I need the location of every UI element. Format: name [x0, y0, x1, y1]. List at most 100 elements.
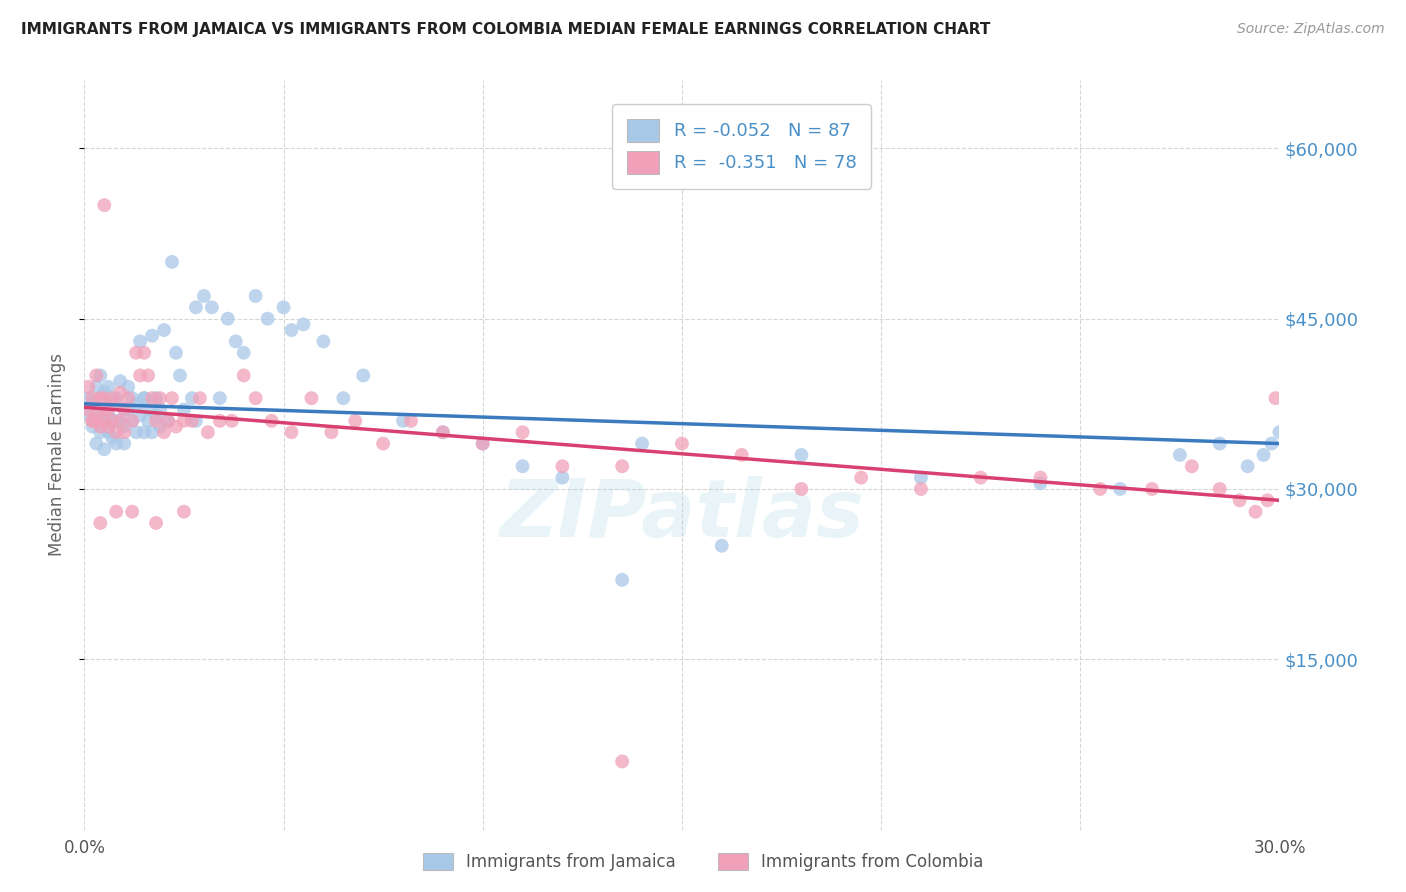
Legend: R = -0.052   N = 87, R =  -0.351   N = 78: R = -0.052 N = 87, R = -0.351 N = 78	[613, 104, 870, 188]
Point	[201, 301, 224, 315]
Point	[1209, 482, 1232, 496]
Point	[97, 419, 120, 434]
Point	[173, 402, 195, 417]
Point	[101, 391, 124, 405]
Point	[93, 414, 115, 428]
Point	[512, 425, 534, 440]
Point	[184, 414, 207, 428]
Point	[129, 334, 152, 349]
Point	[1029, 476, 1052, 491]
Point	[105, 397, 128, 411]
Point	[105, 436, 128, 450]
Point	[181, 391, 204, 405]
Point	[273, 301, 295, 315]
Point	[141, 391, 163, 405]
Point	[1268, 425, 1291, 440]
Point	[399, 414, 422, 428]
Point	[121, 391, 143, 405]
Point	[188, 391, 211, 405]
Point	[612, 573, 634, 587]
Point	[121, 414, 143, 428]
Point	[173, 505, 195, 519]
Point	[149, 391, 172, 405]
Point	[89, 419, 111, 434]
Point	[136, 414, 159, 428]
Point	[86, 436, 108, 450]
Point	[77, 402, 100, 417]
Point	[105, 425, 128, 440]
Point	[432, 425, 454, 440]
Point	[77, 391, 100, 405]
Point	[141, 328, 163, 343]
Point	[82, 414, 104, 428]
Point	[86, 380, 108, 394]
Point	[910, 482, 932, 496]
Point	[551, 459, 574, 474]
Point	[1209, 436, 1232, 450]
Point	[208, 391, 231, 405]
Point	[82, 397, 104, 411]
Point	[157, 414, 180, 428]
Point	[86, 414, 108, 428]
Point	[136, 402, 159, 417]
Point	[280, 425, 302, 440]
Point	[145, 391, 167, 405]
Point	[86, 408, 108, 422]
Point	[245, 289, 267, 303]
Point	[790, 482, 813, 496]
Point	[432, 425, 454, 440]
Point	[245, 391, 267, 405]
Point	[117, 391, 139, 405]
Point	[280, 323, 302, 337]
Point	[221, 414, 243, 428]
Point	[89, 425, 111, 440]
Point	[93, 402, 115, 417]
Point	[731, 448, 754, 462]
Point	[1264, 391, 1286, 405]
Point	[1253, 448, 1275, 462]
Point	[321, 425, 343, 440]
Point	[132, 391, 156, 405]
Point	[82, 391, 104, 405]
Point	[1140, 482, 1163, 496]
Point	[121, 414, 143, 428]
Point	[129, 408, 152, 422]
Point	[197, 425, 219, 440]
Text: ZIPatlas: ZIPatlas	[499, 475, 865, 554]
Point	[1244, 505, 1267, 519]
Point	[169, 368, 191, 383]
Point	[153, 425, 176, 440]
Point	[82, 414, 104, 428]
Point	[97, 380, 120, 394]
Point	[86, 368, 108, 383]
Point	[671, 436, 693, 450]
Point	[344, 414, 367, 428]
Point	[851, 470, 873, 484]
Point	[332, 391, 354, 405]
Point	[260, 414, 283, 428]
Point	[208, 414, 231, 428]
Point	[125, 397, 148, 411]
Point	[125, 345, 148, 359]
Point	[184, 301, 207, 315]
Point	[373, 436, 395, 450]
Point	[93, 442, 115, 457]
Point	[112, 402, 135, 417]
Point	[145, 516, 167, 530]
Text: Source: ZipAtlas.com: Source: ZipAtlas.com	[1237, 22, 1385, 37]
Point	[141, 425, 163, 440]
Point	[105, 414, 128, 428]
Point	[93, 414, 115, 428]
Point	[232, 368, 254, 383]
Point	[1181, 459, 1204, 474]
Point	[101, 414, 124, 428]
Point	[117, 380, 139, 394]
Point	[232, 345, 254, 359]
Point	[101, 414, 124, 428]
Point	[145, 414, 167, 428]
Point	[86, 414, 108, 428]
Legend: Immigrants from Jamaica, Immigrants from Colombia: Immigrants from Jamaica, Immigrants from…	[415, 845, 991, 880]
Point	[93, 198, 115, 212]
Point	[1257, 493, 1279, 508]
Point	[129, 368, 152, 383]
